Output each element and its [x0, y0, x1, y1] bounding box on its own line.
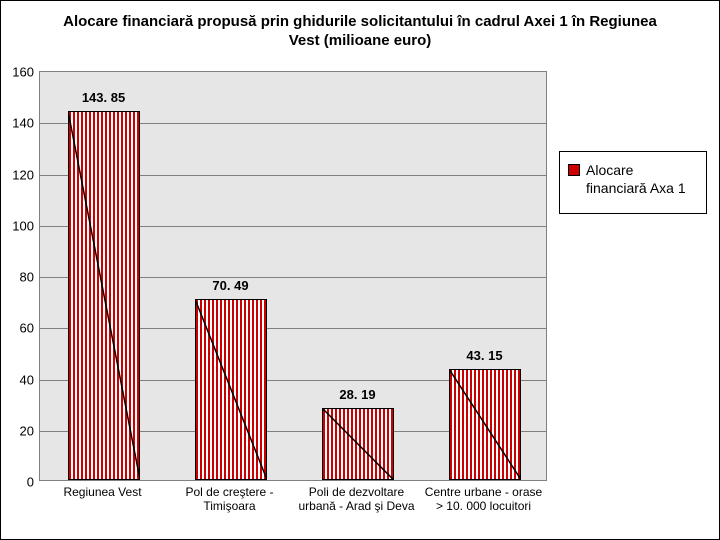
- y-tick-label: 140: [12, 116, 40, 131]
- y-tick-label: 100: [12, 218, 40, 233]
- legend-label: Alocare financiară Axa 1: [586, 162, 698, 197]
- bar: [449, 369, 521, 480]
- bar-value-label: 28. 19: [339, 387, 375, 402]
- bar: [68, 111, 140, 480]
- y-tick-label: 60: [20, 321, 40, 336]
- legend-item: Alocare financiară Axa 1: [568, 162, 698, 197]
- y-tick-label: 0: [27, 475, 40, 490]
- chart-frame: Alocare financiară propusă prin ghiduril…: [0, 0, 720, 540]
- y-tick-label: 40: [20, 372, 40, 387]
- x-tick-label: Regiunea Vest: [43, 485, 163, 499]
- y-tick-label: 20: [20, 423, 40, 438]
- bar-value-label: 43. 15: [466, 348, 502, 363]
- bar-value-label: 70. 49: [212, 278, 248, 293]
- x-tick-label: Centre urbane - orase > 10. 000 locuitor…: [424, 485, 544, 514]
- y-tick-label: 160: [12, 65, 40, 80]
- plot-area: 020406080100120140160143. 8570. 4928. 19…: [39, 71, 547, 481]
- x-tick-label: Pol de creştere - Timişoara: [170, 485, 290, 514]
- bar: [322, 408, 394, 480]
- legend-box: Alocare financiară Axa 1: [559, 151, 707, 214]
- bar-value-label: 143. 85: [82, 90, 125, 105]
- bar: [195, 299, 267, 480]
- legend-swatch: [568, 164, 580, 176]
- x-tick-label: Poli de dezvoltare urbană - Arad şi Deva: [297, 485, 417, 514]
- y-tick-label: 80: [20, 270, 40, 285]
- chart-title: Alocare financiară propusă prin ghiduril…: [61, 13, 659, 51]
- y-tick-label: 120: [12, 167, 40, 182]
